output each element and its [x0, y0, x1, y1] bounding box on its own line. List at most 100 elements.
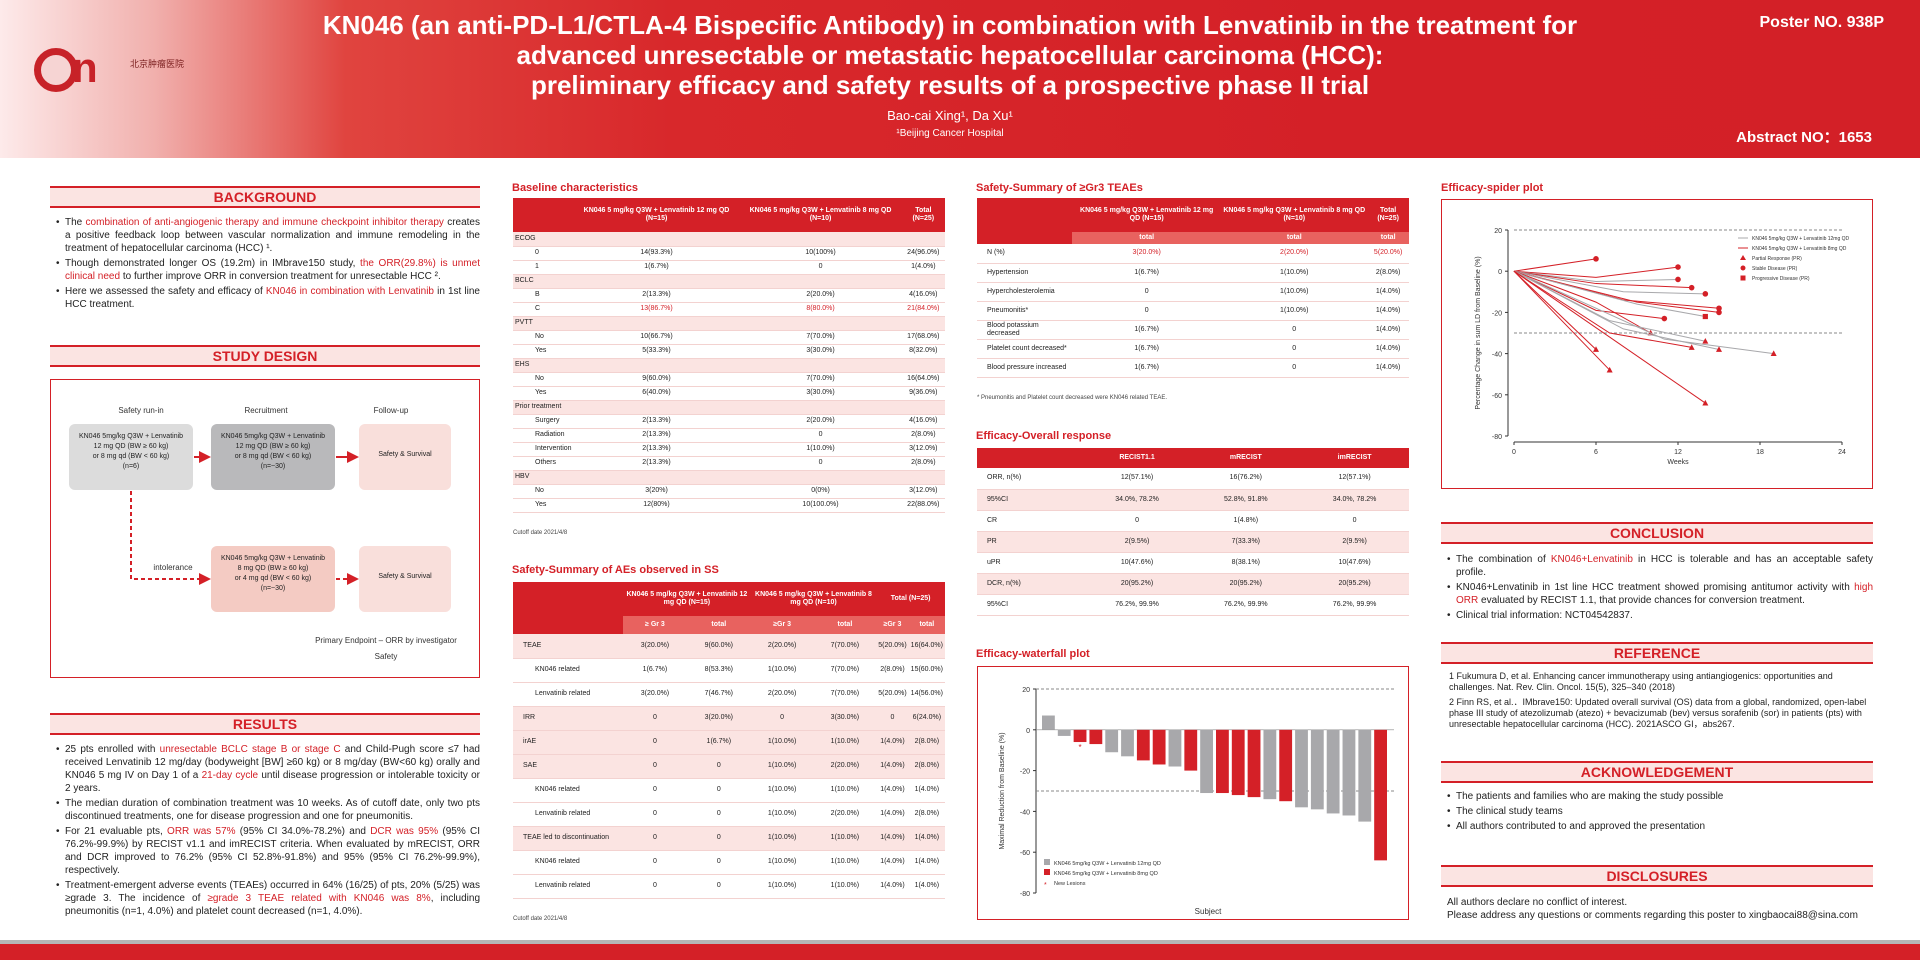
title-line-3: preliminary efficacy and safety results …: [530, 70, 1370, 100]
table-row: Yes 5(33.3%) 3(30.0%) 8(32.0%): [513, 344, 945, 359]
table-cell: 1(4.0%): [876, 826, 909, 851]
table-header-cell: [977, 198, 1073, 244]
table-cell: 7(46.7%): [686, 682, 751, 707]
y-tick-label: -80: [1492, 434, 1502, 441]
table-cell: BCLC: [513, 274, 574, 289]
flow-arrows: [130, 451, 359, 585]
flow-box-follow-up-2: Safety & Survival: [359, 546, 451, 612]
footer-stripe: [0, 940, 1920, 944]
table-header-cell: Total (N=25): [901, 198, 945, 232]
table-cell: 2(20.0%): [813, 802, 877, 827]
table-cell: [901, 470, 945, 485]
table-row: Lenvatinib related 3(20.0%) 7(46.7%) 2(20.0…: [513, 682, 945, 707]
table-cell: IRR: [513, 706, 623, 731]
reference-heading: REFERENCE: [1441, 642, 1873, 664]
spider-line: [1513, 270, 1665, 320]
table-cell: 10(47.6%): [1300, 552, 1409, 574]
waterfall-bar: [1231, 729, 1245, 796]
table-cell: 0: [876, 706, 909, 731]
table-cell: ECOG: [513, 232, 574, 247]
table-cell: 1(4.0%): [901, 260, 945, 275]
marker-partial-response: [1770, 350, 1777, 356]
table-cell: 2(20.0%): [739, 288, 902, 303]
table-cell: Prior treatment: [513, 400, 574, 415]
table-cell: Yes: [513, 498, 574, 513]
table-row: IRR 0 3(20.0%) 0 3(30.0%) 0 6(24.0%): [513, 706, 945, 731]
poster-title: KN046 (an anti-PD-L1/CTLA-4 Bispecific A…: [230, 10, 1670, 100]
table-cell: 1(4.0%): [1367, 320, 1409, 340]
table-cell: 13(86.7%): [573, 302, 740, 317]
table-cell: 4(16.0%): [901, 288, 945, 303]
table-cell: 1(4.0%): [1367, 339, 1409, 359]
table-cell: 76.2%, 99.9%: [1191, 594, 1301, 616]
table-cell: Yes: [513, 344, 574, 359]
new-lesion-marker: *: [1078, 743, 1081, 752]
table-cell: Blood pressure increased: [977, 358, 1073, 378]
table-cell: CR: [977, 510, 1083, 532]
table-cell: 1(10.0%): [1221, 282, 1368, 302]
disclosure-1: All authors declare no conflict of inter…: [1447, 897, 1628, 908]
y-tick-label: -20: [1492, 310, 1502, 317]
table-row: Lenvatinib related 0 0 1(10.0%) 2(20.0%) 1(4.…: [513, 802, 945, 827]
table-cell: 1(6.7%): [1072, 358, 1222, 378]
results-bullet-2: The median duration of combination treat…: [56, 797, 480, 823]
hospital-logo: n 北京肿瘤医院: [34, 44, 204, 104]
conclusion-text: The combination of KN046+Lenvatinib in H…: [1447, 553, 1873, 624]
ae-ss-title: Safety-Summary of AEs observed in SS: [512, 564, 719, 576]
table-cell: DCR, n(%): [977, 573, 1083, 595]
table-row: Others 2(13.3%) 0 2(8.0%): [513, 456, 945, 471]
table-header-cell: mRECIST: [1191, 448, 1301, 468]
table-cell: 0(0%): [739, 484, 902, 499]
table-cell: 10(100.0%): [739, 498, 902, 513]
table-row: B 2(13.3%) 2(20.0%) 4(16.0%): [513, 288, 945, 303]
table-cell: 12(80%): [573, 498, 740, 513]
table-cell: 1(10.0%): [813, 730, 877, 755]
study-design-diagram: Safety run-in Recruitment Follow-up KN04…: [50, 379, 480, 678]
table-cell: 3(30.0%): [813, 706, 877, 731]
reference-1: 1 Fukumura D, et al. Enhancing cancer im…: [1449, 671, 1833, 692]
table-cell: [573, 400, 740, 415]
ack-bullet-3: All authors contributed to and approved …: [1447, 820, 1873, 833]
waterfall-bar: [1326, 729, 1340, 814]
table-cell: Hypertension: [977, 263, 1073, 283]
table-cell: [573, 358, 740, 373]
table-cell: [901, 358, 945, 373]
table-cell: [901, 316, 945, 331]
table-cell: 0: [1072, 301, 1222, 321]
table-row: Yes 12(80%) 10(100.0%) 22(88.0%): [513, 498, 945, 513]
table-row: Surgery 2(13.3%) 2(20.0%) 4(16.0%): [513, 414, 945, 429]
table-cell: PVTT: [513, 316, 574, 331]
authors: Bao-cai Xing¹, Da Xu¹: [887, 108, 1013, 123]
results-bullet-3: For 21 evaluable pts, ORR was 57% (95% C…: [56, 825, 480, 877]
ae-ss-note: Cutoff date 2021/4/8: [513, 916, 568, 922]
table-cell: 1(4.0%): [876, 778, 909, 803]
table-header-cell: total: [1221, 232, 1368, 244]
table-cell: 5(20.0%): [876, 682, 909, 707]
y-tick-label: -20: [1020, 769, 1030, 776]
table-cell: 0: [1221, 358, 1368, 378]
disclosures-text: All authors declare no conflict of inter…: [1447, 896, 1873, 922]
table-cell: TEAE: [513, 634, 623, 659]
legend-swatch: [1044, 869, 1050, 875]
table-cell: 10(66.7%): [573, 330, 740, 345]
table-cell: 2(20.0%): [739, 414, 902, 429]
table-cell: 12(57.1%): [1082, 468, 1192, 490]
table-row: EHS: [513, 358, 945, 373]
table-cell: 3(12.0%): [901, 442, 945, 457]
x-axis-label: Subject: [1195, 907, 1222, 916]
table-header-cell: Total (N=25): [876, 582, 945, 616]
flow-box-recruitment: KN046 5mg/kg Q3W + Lenvatinib 12 mg QD (B…: [211, 424, 335, 490]
legend-swatch: [1044, 859, 1050, 865]
table-row: irAE 0 1(6.7%) 1(10.0%) 1(10.0%) 1(4.0%) 2(8.0…: [513, 730, 945, 755]
legend-label: Stable Disease (PR): [1752, 266, 1798, 272]
table-header-cell: imRECIST: [1300, 448, 1409, 468]
marker-stable-disease: [1661, 315, 1668, 322]
table-cell: 1(4.0%): [908, 850, 945, 875]
marker-stable-disease: [1675, 264, 1681, 270]
marker-partial-response: [1593, 346, 1599, 352]
waterfall-bar: [1042, 715, 1055, 730]
spider-line: [1513, 270, 1774, 355]
table-cell: 20(95.2%): [1300, 573, 1409, 595]
table-row: BCLC: [513, 274, 945, 289]
teae3-title: Safety-Summary of ≥Gr3 TEAEs: [976, 182, 1143, 194]
